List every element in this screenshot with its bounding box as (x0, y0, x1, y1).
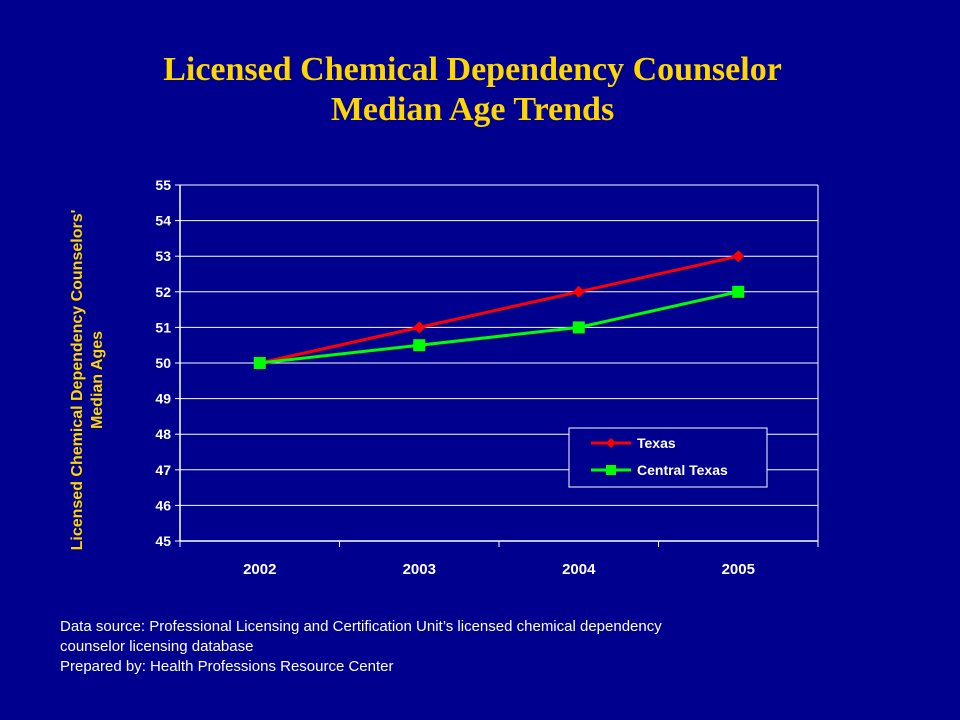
y-tick-label: 51 (155, 319, 171, 335)
footer-notes: Data source: Professional Licensing and … (60, 617, 920, 677)
axes (175, 184, 819, 547)
series (253, 250, 745, 369)
data-point-diamond (572, 285, 585, 298)
y-tick-label: 52 (155, 284, 171, 300)
y-tick-label: 47 (155, 462, 171, 478)
data-point-diamond (413, 321, 426, 334)
data-point-square (732, 285, 745, 298)
series-line-central-texas (259, 290, 739, 365)
x-tick-label: 2004 (562, 561, 596, 578)
y-tick-label: 49 (155, 391, 171, 407)
chart-title-line-2: Median Age Trends (330, 91, 615, 128)
grid-lines (180, 184, 818, 506)
y-tick-label: 50 (155, 355, 171, 371)
legend-label: Central Texas (637, 462, 728, 478)
y-tick-label: 53 (155, 248, 171, 264)
data-point-square (413, 339, 426, 352)
legend-label: Texas (637, 435, 676, 451)
y-tick-label: 46 (155, 497, 171, 513)
y-axis-label: Licensed Chemical Dependency Counselors'… (69, 210, 106, 551)
data-point-square (572, 321, 585, 334)
legend-marker-diamond (606, 438, 616, 448)
x-tick-label: 2005 (722, 561, 755, 578)
data-source-line-2: counselor licensing database (60, 638, 254, 655)
line-chart: 45 46 47 48 49 50 51 52 53 54 55 2002 2003 2004 2005 L… (69, 177, 819, 578)
series-line-texas (259, 254, 739, 365)
chart-title-line-1: Licensed Chemical Dependency Counselor (163, 51, 782, 88)
x-tick-label: 2002 (243, 561, 276, 578)
legend: Texas Central Texas (568, 427, 768, 488)
prepared-by-line: Prepared by: Health Professions Resource… (60, 658, 394, 675)
chart-title: Licensed Chemical Dependency Counselor M… (0, 50, 945, 130)
y-tick-label: 45 (155, 533, 171, 549)
x-tick-label: 2003 (403, 561, 436, 578)
tick-labels: 45 46 47 48 49 50 51 52 53 54 55 2002 2003 2004 2005 (155, 177, 755, 578)
y-axis-title-line: Median Ages (89, 331, 106, 429)
legend-box (568, 427, 768, 488)
data-source-line-1: Data source: Professional Licensing and … (60, 618, 662, 635)
y-tick-label: 54 (155, 213, 171, 229)
y-tick-label: 48 (155, 426, 171, 442)
y-axis-title: Licensed Chemical Dependency Counselors'… (69, 210, 106, 551)
data-point-square (253, 357, 266, 369)
y-axis-title-line: Licensed Chemical Dependency Counselors' (69, 210, 86, 551)
data-point-diamond (732, 250, 745, 263)
y-tick-label: 55 (155, 177, 171, 193)
legend-marker-square (606, 465, 616, 475)
